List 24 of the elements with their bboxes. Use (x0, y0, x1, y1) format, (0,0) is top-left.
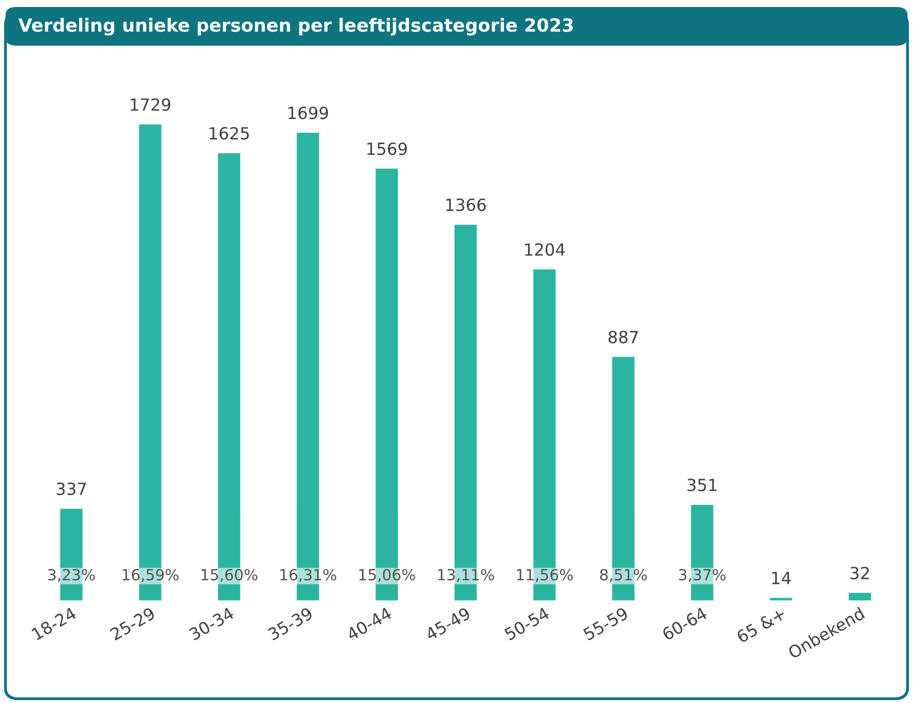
annotation: 8,51% (600, 568, 647, 582)
annotation: 3,23% (48, 568, 95, 582)
annotation: 15,60% (202, 568, 258, 582)
data-label: 1625 (210, 127, 249, 140)
bar (847, 592, 872, 602)
annotation: 11,56% (517, 568, 573, 582)
chart-title: Verdeling unieke personen per leeftijdscategorie 2023 (18, 18, 573, 36)
data-label: 887 (608, 330, 638, 344)
bar (768, 596, 794, 602)
data-label: 32 (850, 566, 869, 580)
x-tick-label: 65 &+ (736, 607, 786, 644)
annotation: 13,11% (438, 568, 494, 582)
annotation: 16,59% (122, 568, 179, 582)
annotation: 3,37% (679, 568, 726, 582)
data-label: 351 (688, 478, 717, 492)
data-label: 1366 (446, 198, 486, 212)
data-label: 14 (772, 572, 791, 584)
data-label: 1204 (525, 243, 565, 256)
data-label: 1729 (130, 98, 170, 111)
annotation: 16,31% (280, 568, 336, 582)
annotation: 15,06% (359, 568, 416, 582)
data-label: 1569 (367, 142, 407, 156)
data-label: 337 (56, 482, 86, 496)
data-label: 1699 (288, 106, 328, 120)
